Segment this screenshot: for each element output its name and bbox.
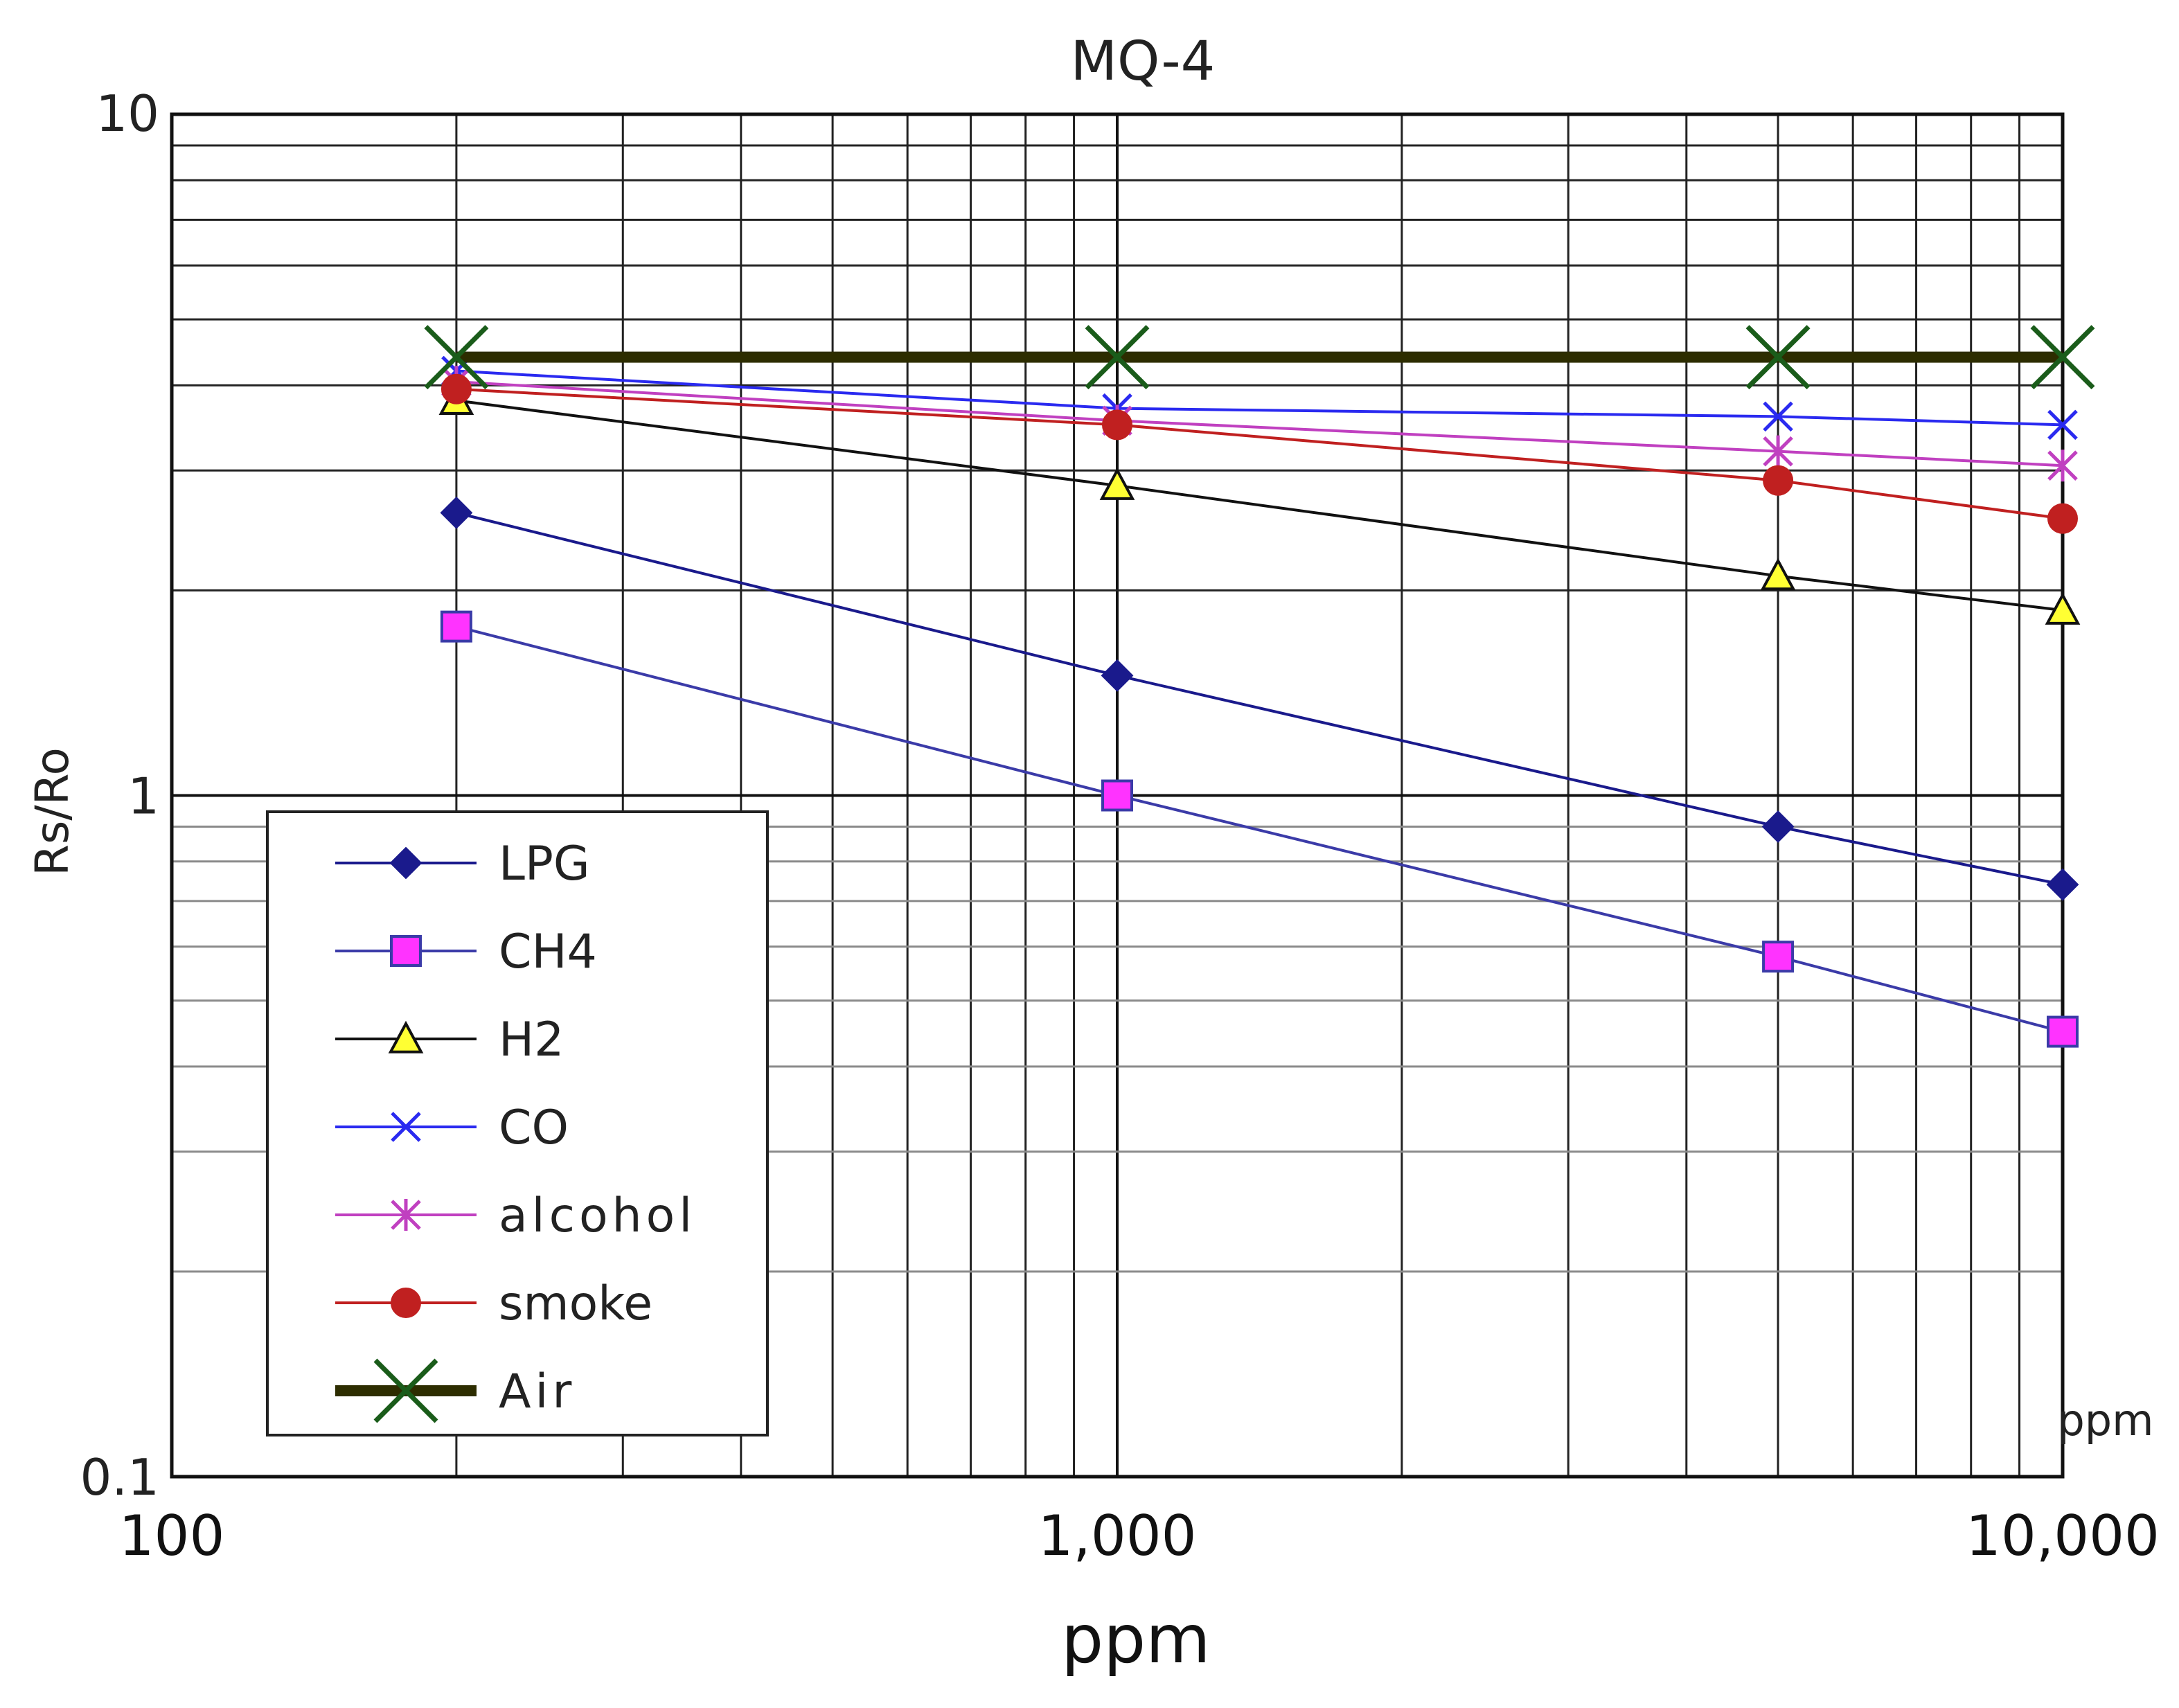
x-tick-label: 10,000 — [1966, 1504, 2160, 1568]
legend-item: alcohol — [335, 1189, 696, 1243]
series-ch4 — [440, 610, 2079, 1048]
marker-stroke — [391, 1112, 421, 1142]
series-h2 — [438, 382, 2081, 625]
data-point — [390, 935, 422, 967]
data-point — [440, 610, 472, 643]
legend-item: CH4 — [335, 925, 597, 979]
marker-stroke — [1763, 401, 1793, 432]
data-point — [2047, 1015, 2079, 1048]
series-line — [456, 399, 2063, 612]
legend-label: alcohol — [499, 1189, 696, 1243]
series-line — [456, 511, 2063, 887]
data-point — [391, 1288, 421, 1318]
legend-label: CO — [499, 1101, 569, 1155]
data-point — [2047, 503, 2078, 534]
data-point — [441, 373, 472, 404]
marker-stroke — [2030, 325, 2095, 390]
data-point — [1101, 779, 1133, 812]
series-group — [424, 325, 2095, 1048]
data-point — [391, 1199, 421, 1231]
legend: LPG CH4 H2 CO alcohol smoke Air — [266, 810, 769, 1436]
legend-item: smoke — [335, 1276, 652, 1331]
data-point — [1763, 401, 1793, 432]
marker-stroke — [1085, 325, 1150, 390]
series-line — [456, 387, 2063, 520]
legend-label: CH4 — [499, 925, 597, 979]
legend-label: H2 — [499, 1013, 564, 1067]
plot-area-frame — [170, 112, 2065, 1479]
data-point — [388, 1020, 424, 1053]
data-point — [1762, 941, 1795, 973]
x-tick-label: 100 — [119, 1504, 225, 1568]
data-point — [1745, 325, 1811, 390]
data-point — [2047, 409, 2078, 441]
data-point — [440, 496, 473, 529]
data-point — [1763, 435, 1793, 468]
legend-item: LPG — [335, 837, 590, 891]
marker-stroke — [2047, 409, 2078, 441]
data-point — [2045, 591, 2081, 625]
axes: MQ-4 ppm Rs/Ro ppm 100 1,000 10,000 10 1 0.1 — [26, 30, 2160, 1678]
data-point — [389, 846, 423, 880]
series-air — [424, 325, 2095, 390]
y-tick-label: 1 — [127, 767, 159, 826]
x-axis-title: ppm — [1061, 1601, 1210, 1678]
data-point — [1102, 409, 1132, 441]
data-point — [424, 325, 489, 390]
data-point — [1085, 325, 1150, 390]
data-point — [1099, 467, 1135, 500]
legend-item: Air — [335, 1358, 576, 1423]
chart-title: MQ-4 — [1071, 30, 1216, 93]
data-point — [1760, 558, 1796, 591]
marker-stroke — [424, 325, 489, 390]
data-point — [391, 1112, 421, 1142]
series-smoke — [441, 373, 2078, 534]
series-line — [456, 380, 2063, 468]
corner-unit-label: ppm — [2057, 1395, 2153, 1445]
data-point — [2030, 325, 2095, 390]
legend-label: smoke — [499, 1276, 652, 1331]
marker-stroke — [373, 1358, 438, 1423]
data-point — [1101, 659, 1134, 692]
legend-label: LPG — [499, 837, 590, 891]
data-point — [2046, 868, 2079, 901]
data-point — [1763, 465, 1794, 496]
y-axis-title: Rs/Ro — [26, 747, 79, 876]
data-point — [1761, 810, 1795, 843]
data-point — [2047, 450, 2078, 482]
x-tick-label: 1,000 — [1038, 1504, 1196, 1568]
legend-label: Air — [499, 1364, 576, 1419]
series-lpg — [440, 496, 2079, 901]
series-line — [456, 369, 2063, 427]
legend-item: CO — [335, 1101, 569, 1155]
marker-stroke — [1745, 325, 1811, 390]
y-tick-label: 0.1 — [80, 1448, 159, 1506]
legend-item: H2 — [335, 1013, 564, 1067]
series-line — [456, 625, 2063, 1033]
data-point — [373, 1358, 438, 1423]
y-tick-label: 10 — [96, 84, 159, 143]
legend-box — [266, 810, 769, 1436]
